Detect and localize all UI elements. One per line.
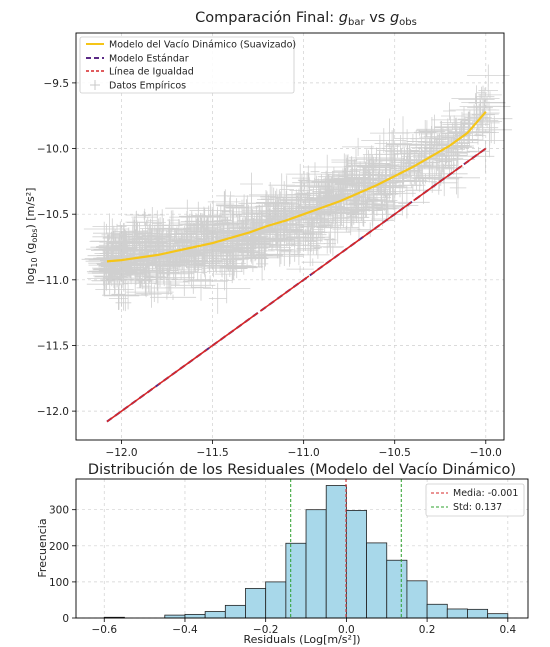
top-xtick-label-4: −10.0: [470, 447, 502, 459]
top-xtick-label-3: −10.5: [379, 447, 411, 459]
top-legend: Modelo del Vacío Dinámico (Suavizado) Mo…: [79, 36, 296, 94]
bottom-xtick-label-5: 0.4: [499, 624, 516, 636]
histogram-bar-6: [265, 581, 287, 619]
top-plot-frame: [75, 32, 505, 441]
bottom-xtick-label-1: −0.4: [172, 624, 198, 636]
top-y-axis-label: log10 (gobs) [m/s²]: [24, 188, 39, 285]
bottom-xtick-label-4: 0.2: [419, 624, 436, 636]
mean-std-lines: [290, 479, 402, 618]
bottom-y-axis-label: Frecuencia: [36, 518, 49, 577]
bottom-legend: Media: -0.001 Std: 0.137: [425, 483, 525, 517]
histogram-bar-7: [285, 542, 307, 619]
top-x-ticks: −12.0 −11.5 −11.0 −10.5 −10.0: [105, 440, 502, 459]
legend-label-media: Media: -0.001: [453, 488, 518, 499]
histogram-bar-4: [224, 604, 246, 619]
bottom-xtick-label-0: −0.6: [92, 624, 118, 636]
legend-label-std: Std: 0.137: [453, 502, 502, 513]
top-ytick-label-5: −9.5: [44, 78, 70, 90]
bottom-ytick-label-2: 200: [49, 541, 69, 553]
histogram-bar-17: [487, 613, 509, 619]
bottom-ytick-label-3: 300: [49, 505, 69, 517]
empirical-error-bars: [81, 64, 513, 314]
top-ytick-label-0: −12.0: [37, 406, 69, 418]
histogram-bar-14: [426, 603, 448, 619]
top-xtick-label-0: −12.0: [105, 447, 137, 459]
bottom-x-ticks: −0.6 −0.4 −0.2 0.0 0.2 0.4: [92, 618, 516, 636]
histogram-bar-3: [204, 611, 226, 619]
histogram-bar-11: [366, 542, 388, 619]
legend-label-datos: Datos Empíricos: [109, 81, 186, 92]
top-ytick-label-1: −11.5: [37, 340, 69, 352]
bottom-xtick-label-2: −0.2: [253, 624, 279, 636]
bottom-xtick-label-3: 0.0: [338, 624, 355, 636]
histogram-bar-5: [245, 587, 267, 619]
histogram-bar-2: [184, 613, 206, 619]
linea-igualdad-line: [106, 147, 487, 423]
histogram-bar-13: [406, 580, 428, 619]
histogram-bar-15: [446, 608, 468, 619]
modelo-vacio-line: [106, 111, 487, 263]
top-legend-box: [79, 36, 295, 94]
top-scatter-chart: Comparación Final: gbar vs gobs −12.0 −11…: [24, 10, 513, 459]
histogram-bar-16: [467, 608, 489, 619]
top-xtick-label-1: −11.5: [197, 447, 229, 459]
top-model-lines: [106, 111, 487, 423]
histogram-bar-8: [305, 509, 327, 619]
legend-label-vacio: Modelo del Vacío Dinámico (Suavizado): [109, 40, 296, 51]
bottom-chart-title: Distribución de los Residuales (Modelo d…: [88, 462, 516, 478]
top-xtick-label-2: −11.0: [288, 447, 320, 459]
top-chart-title: Comparación Final: gbar vs gobs: [195, 10, 417, 28]
top-y-ticks: −12.0 −11.5 −11.0 −10.5 −10.0 −9.5: [37, 78, 76, 418]
histogram-bars: [103, 485, 509, 619]
histogram-bar-12: [386, 559, 408, 619]
legend-swatch-datos: [90, 80, 100, 90]
histogram-bar-9: [325, 485, 347, 619]
residuals-histogram-chart: Distribución de los Residuales (Modelo d…: [36, 462, 529, 646]
legend-label-estandar: Modelo Estándar: [109, 54, 189, 65]
bottom-ytick-label-0: 0: [62, 613, 69, 625]
bottom-y-ticks: 0 100 200 300: [49, 505, 76, 625]
bottom-legend-box: [425, 483, 525, 517]
top-ytick-label-4: −10.0: [37, 144, 69, 156]
histogram-bar-10: [345, 510, 367, 619]
bottom-ytick-label-1: 100: [49, 577, 69, 589]
bottom-plot-frame: [75, 478, 529, 619]
bottom-x-axis-label: Residuals (Log[m/s²]): [243, 633, 360, 646]
legend-label-igualdad: Línea de Igualdad: [109, 67, 194, 78]
top-ytick-label-3: −10.5: [37, 209, 69, 221]
top-ytick-label-2: −11.0: [37, 275, 69, 287]
empirical-data-cloud: [81, 64, 513, 314]
